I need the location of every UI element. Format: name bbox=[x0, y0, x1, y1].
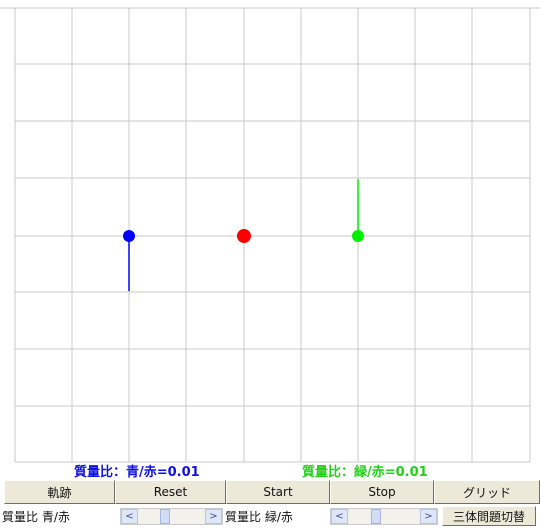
mass-ratio-blue-label: 質量比：青/赤=0.01 bbox=[74, 465, 200, 480]
control-button-row: 軌跡 Reset Start Stop グリッド bbox=[4, 480, 540, 504]
reset-button[interactable]: Reset bbox=[115, 480, 226, 504]
grid bbox=[0, 7, 540, 463]
trail-button[interactable]: 軌跡 bbox=[4, 480, 115, 504]
stop-button[interactable]: Stop bbox=[330, 480, 434, 504]
ratio-green-slider[interactable]: < > bbox=[330, 508, 438, 525]
grid-button[interactable]: グリッド bbox=[434, 480, 540, 504]
mass-ratio-green-label: 質量比：緑/赤=0.01 bbox=[302, 465, 428, 480]
three-body-switch-button[interactable]: 三体問題切替 bbox=[442, 506, 536, 526]
ratio-blue-slider-thumb[interactable] bbox=[160, 509, 171, 524]
ratio-green-right-arrow-icon[interactable]: > bbox=[420, 509, 437, 524]
red-body bbox=[237, 229, 251, 243]
ratio-green-slider-thumb[interactable] bbox=[370, 509, 381, 524]
ratio-blue-right-arrow-icon[interactable]: > bbox=[205, 509, 222, 524]
ratio-green-slider-label: 質量比 緑/赤 bbox=[225, 510, 293, 524]
blue-body bbox=[123, 230, 135, 242]
mass-ratio-controls: 質量比 青/赤 < > 質量比 緑/赤 < > bbox=[0, 504, 540, 526]
ratio-green-left-arrow-icon[interactable]: < bbox=[331, 509, 348, 524]
green-body bbox=[352, 230, 364, 242]
ratio-blue-slider[interactable]: < > bbox=[120, 508, 223, 525]
start-button[interactable]: Start bbox=[226, 480, 330, 504]
ratio-blue-left-arrow-icon[interactable]: < bbox=[121, 509, 138, 524]
ratio-blue-slider-label: 質量比 青/赤 bbox=[2, 510, 70, 524]
